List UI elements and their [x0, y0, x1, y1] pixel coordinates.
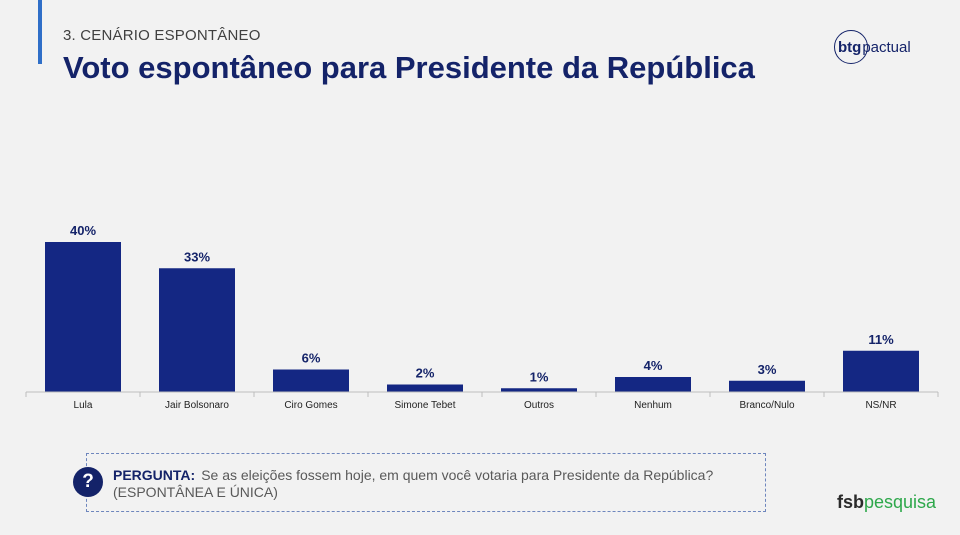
section-label: 3. CENÁRIO ESPONTÂNEO [63, 27, 261, 44]
question-icon: ? [73, 467, 103, 497]
category-label: Nenhum [634, 400, 672, 411]
value-label: 6% [302, 351, 321, 366]
btg-pactual-logo: btg pactual [834, 30, 911, 64]
x-axis-ticks [25, 392, 939, 397]
value-label: 2% [416, 366, 435, 381]
value-label: 11% [868, 332, 894, 347]
bar-outros [501, 388, 577, 392]
category-label: NS/NR [865, 400, 896, 411]
value-label: 4% [644, 358, 663, 373]
value-label: 1% [530, 369, 549, 384]
page-title: Voto espontâneo para Presidente da Repúb… [63, 50, 755, 85]
category-label: Outros [524, 400, 554, 411]
category-label: Branco/Nulo [739, 400, 794, 411]
bar-ns-nr [843, 350, 919, 392]
btg-logo-text: btg [838, 38, 862, 56]
question-text: Se as eleições fossem hoje, em quem você… [201, 467, 714, 483]
question-text-block: PERGUNTA: Se as eleições fossem hoje, em … [113, 467, 753, 501]
pactual-logo-text: pactual [862, 38, 911, 56]
value-label: 3% [758, 362, 777, 377]
question-note: (ESPONTÂNEA E ÚNICA) [113, 484, 278, 500]
value-labels: 40% 33% 6% 2% 1% 4% 3% 11% [70, 223, 894, 384]
question-label: PERGUNTA: [113, 467, 196, 483]
value-label: 33% [184, 249, 210, 264]
accent-bar [38, 0, 42, 64]
fsb-pesquisa-logo: fsbpesquisa [837, 492, 936, 513]
btg-logo-circle [834, 30, 868, 64]
bar-lula [45, 242, 121, 392]
category-label: Simone Tebet [395, 400, 456, 411]
pesquisa-logo-text: pesquisa [864, 492, 937, 512]
fsb-logo-text: fsb [837, 492, 864, 512]
category-label: Jair Bolsonaro [165, 400, 229, 411]
bar-branco-nulo [729, 380, 805, 392]
bar-jair-bolsonaro [159, 268, 235, 392]
bar-ciro-gomes [273, 369, 349, 392]
value-label: 40% [70, 223, 96, 238]
bar-nenhum [615, 377, 691, 392]
category-label: Lula [74, 400, 93, 411]
category-labels: Lula Jair Bolsonaro Ciro Gomes Simone Tebet… [74, 400, 897, 411]
bars-group [45, 242, 919, 392]
category-label: Ciro Gomes [284, 400, 337, 411]
bar-simone-tebet [387, 384, 463, 392]
